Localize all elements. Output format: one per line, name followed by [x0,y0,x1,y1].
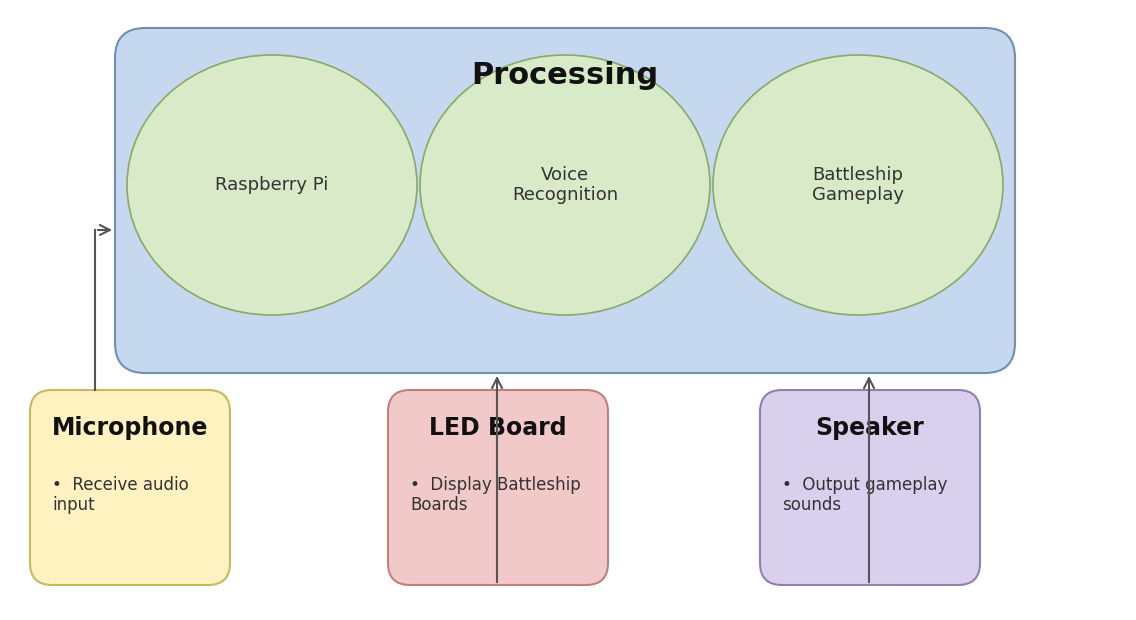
Text: Processing: Processing [471,61,659,91]
Text: LED Board: LED Board [429,416,567,440]
Text: Microphone: Microphone [52,416,208,440]
Text: Voice
Recognition: Voice Recognition [512,166,618,205]
Text: Battleship
Gameplay: Battleship Gameplay [812,166,904,205]
Ellipse shape [713,55,1003,315]
Text: •  Receive audio
input: • Receive audio input [52,476,189,515]
FancyBboxPatch shape [389,390,608,585]
FancyBboxPatch shape [115,28,1014,373]
Text: Raspberry Pi: Raspberry Pi [216,176,328,194]
Ellipse shape [127,55,417,315]
FancyBboxPatch shape [760,390,980,585]
Text: •  Display Battleship
Boards: • Display Battleship Boards [410,476,580,515]
FancyBboxPatch shape [30,390,229,585]
Text: Speaker: Speaker [816,416,925,440]
Text: •  Output gameplay
sounds: • Output gameplay sounds [782,476,947,515]
Ellipse shape [420,55,710,315]
